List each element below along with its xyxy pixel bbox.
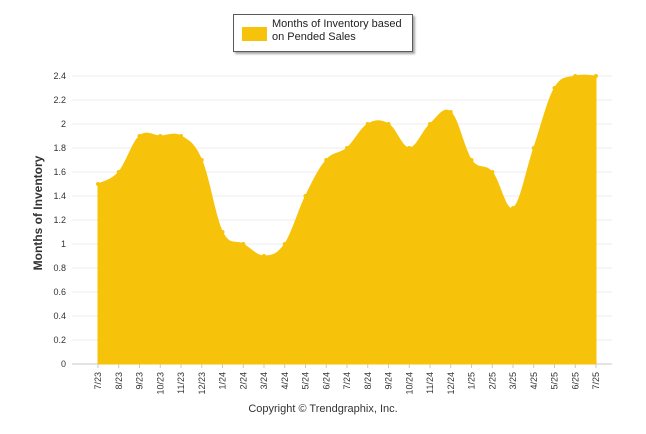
data-point[interactable] <box>282 242 287 246</box>
y-tick-label: 2.2 <box>53 95 66 105</box>
x-tick-label: 6/25 <box>570 372 580 390</box>
y-tick-label: 0.6 <box>53 287 66 297</box>
y-tick-label: 0 <box>61 359 66 369</box>
x-tick-label: 7/25 <box>591 372 601 390</box>
x-tick-label: 2/24 <box>238 372 248 390</box>
legend-swatch <box>242 27 267 41</box>
y-tick-label: 1.2 <box>53 215 66 225</box>
y-tick-label: 2 <box>61 119 66 129</box>
data-point[interactable] <box>490 170 495 174</box>
data-point[interactable] <box>241 242 246 246</box>
y-tick-label: 1.4 <box>53 191 66 201</box>
x-tick-label: 10/23 <box>155 372 165 395</box>
x-tick-label: 12/23 <box>197 372 207 395</box>
copyright-text: Copyright © Trendgraphix, Inc. <box>248 403 398 415</box>
data-point[interactable] <box>531 146 536 150</box>
x-tick-label: 11/23 <box>176 372 186 394</box>
x-tick-label: 12/24 <box>446 372 456 395</box>
x-axis-ticks: 7/23 8/23 9/23 10/23 11/23 12/23 1/24 2/24 3/24 4… <box>93 364 601 395</box>
x-tick-label: 8/23 <box>114 372 124 390</box>
x-tick-label: 4/24 <box>280 372 290 390</box>
data-point[interactable] <box>573 74 578 78</box>
x-tick-label: 4/25 <box>529 372 539 390</box>
y-tick-label: 0.4 <box>53 311 66 321</box>
data-point[interactable] <box>96 182 100 186</box>
x-tick-label: 6/24 <box>321 372 331 390</box>
x-tick-label: 1/24 <box>218 372 228 390</box>
x-tick-label: 9/24 <box>384 372 394 390</box>
data-point[interactable] <box>386 122 391 126</box>
y-tick-label: 0.8 <box>53 263 66 273</box>
data-point[interactable] <box>365 122 370 126</box>
y-axis-title: Months of Inventory <box>31 155 45 271</box>
x-tick-label: 10/24 <box>404 372 414 395</box>
data-point[interactable] <box>552 86 557 90</box>
legend[interactable]: Months of Inventory based on Pended Sale… <box>233 14 413 52</box>
x-tick-label: 7/23 <box>93 372 103 390</box>
x-tick-label: 8/24 <box>363 372 373 390</box>
legend-label: Months of Inventory based on Pended Sale… <box>272 18 402 43</box>
data-point[interactable] <box>407 146 412 150</box>
data-point[interactable] <box>469 158 474 162</box>
data-point[interactable] <box>116 170 121 174</box>
data-point[interactable] <box>199 158 204 162</box>
data-point[interactable] <box>262 254 266 258</box>
plot-area <box>96 74 598 365</box>
y-tick-label: 1.8 <box>53 143 66 153</box>
x-tick-label: 3/25 <box>508 372 518 390</box>
x-tick-label: 2/25 <box>487 372 497 390</box>
data-point[interactable] <box>324 158 329 162</box>
data-point[interactable] <box>303 194 308 198</box>
x-tick-label: 9/23 <box>135 372 145 390</box>
x-tick-label: 5/25 <box>550 372 560 390</box>
x-tick-label: 5/24 <box>301 372 311 390</box>
x-tick-label: 3/24 <box>259 372 269 390</box>
data-point[interactable] <box>220 230 225 234</box>
data-point[interactable] <box>179 134 183 138</box>
data-point[interactable] <box>448 110 453 114</box>
x-tick-label: 11/24 <box>425 372 435 394</box>
y-axis-ticks: 0 0.2 0.4 0.6 0.8 1 1.2 1.4 1.6 1.8 2 2.2 2.4 <box>53 71 66 369</box>
x-tick-label: 7/24 <box>342 372 352 390</box>
data-point[interactable] <box>137 134 142 138</box>
data-point[interactable] <box>511 206 515 210</box>
x-tick-label: 1/25 <box>467 372 477 390</box>
data-point[interactable] <box>345 146 349 150</box>
y-tick-label: 1 <box>61 239 66 249</box>
data-point[interactable] <box>158 134 163 138</box>
data-point[interactable] <box>594 74 598 78</box>
series-area <box>97 74 597 365</box>
data-point[interactable] <box>428 122 432 126</box>
y-tick-label: 0.2 <box>53 335 66 345</box>
y-tick-label: 1.6 <box>53 167 66 177</box>
y-tick-label: 2.4 <box>53 71 66 81</box>
